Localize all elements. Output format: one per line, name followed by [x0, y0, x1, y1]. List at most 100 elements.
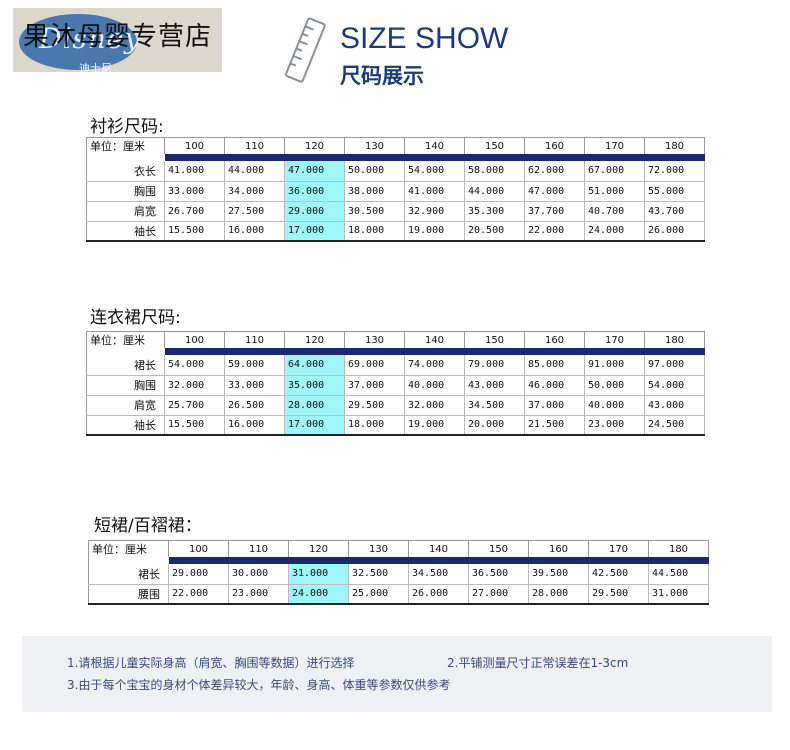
measurement-cell: 16.000 — [224, 415, 285, 436]
size-header-cell: 180 — [644, 137, 705, 154]
size-header-cell: 170 — [588, 540, 649, 557]
measurement-cell: 74.000 — [404, 355, 465, 376]
size-header-cell: 150 — [464, 331, 525, 348]
measurement-cell: 18.000 — [344, 221, 405, 242]
measurement-cell: 30.500 — [344, 201, 405, 222]
measurement-cell: 22.000 — [524, 221, 585, 242]
measurement-cell: 50.000 — [344, 161, 405, 182]
table-row: 袖长 15.500 16.000 17.000 18.000 19.000 20.000 21… — [86, 415, 705, 436]
measurement-cell: 37.700 — [524, 201, 585, 222]
measurement-cell: 29.000 — [168, 564, 229, 585]
row-label: 袖长 — [86, 415, 165, 436]
bar-spacer — [88, 557, 169, 564]
measurement-cell: 28.000 — [528, 584, 589, 605]
unit-label: 单位：厘米 — [86, 137, 165, 154]
measurement-cell: 91.000 — [584, 355, 645, 376]
size-show-subtitle: 尺码展示 — [340, 64, 424, 88]
table-row: 腰围 22.000 23.000 24.000 25.000 26.000 27.000 28… — [88, 584, 709, 605]
measurement-cell: 24.000 — [584, 221, 645, 242]
measurement-cell: 62.000 — [524, 161, 585, 182]
table-row: 裙长 54.000 59.000 64.000 69.000 74.000 79.000 85… — [86, 355, 705, 376]
size-header-cell: 160 — [528, 540, 589, 557]
measurement-cell: 31.000 — [648, 584, 709, 605]
measurement-cell: 30.000 — [228, 564, 289, 585]
dress-size-title: 连衣裙尺码: — [90, 308, 181, 328]
shirt-size-table: 单位：厘米 100 110 120 130 140 150 160 170 180 衣长 41.000… — [86, 137, 705, 242]
size-header-cell: 110 — [224, 137, 285, 154]
size-show-title: SIZE SHOW — [340, 22, 509, 55]
size-header-row: 单位：厘米 100 110 120 130 140 150 160 170 180 — [86, 331, 705, 348]
measurement-cell: 37.000 — [524, 395, 585, 416]
measurement-cell: 72.000 — [644, 161, 705, 182]
bar-spacer — [86, 154, 165, 161]
row-label: 裙长 — [86, 355, 165, 376]
measurement-cell: 29.000 — [284, 201, 345, 222]
measurement-cell: 41.000 — [404, 181, 465, 202]
size-header-cell: 180 — [648, 540, 709, 557]
measurement-cell: 23.000 — [584, 415, 645, 436]
row-label: 胸围 — [86, 375, 165, 396]
size-header-row: 单位：厘米 100 110 120 130 140 150 160 170 180 — [88, 540, 709, 557]
bar-spacer — [86, 348, 165, 355]
size-header-cell: 120 — [284, 137, 345, 154]
measurement-cell: 43.700 — [644, 201, 705, 222]
measurement-cell: 54.000 — [404, 161, 465, 182]
measurement-cell: 47.000 — [524, 181, 585, 202]
navy-bar — [164, 154, 705, 161]
measurement-cell: 44.000 — [224, 161, 285, 182]
row-label: 腰围 — [88, 584, 169, 605]
header-bar-row — [86, 154, 705, 161]
table-row: 肩宽 26.700 27.500 29.000 30.500 32.900 35.300 37… — [86, 201, 705, 222]
measurement-cell: 40.000 — [584, 395, 645, 416]
measurement-cell: 28.000 — [284, 395, 345, 416]
measurement-cell: 37.000 — [344, 375, 405, 396]
measurement-cell: 44.500 — [648, 564, 709, 585]
measurement-cell: 64.000 — [284, 355, 345, 376]
table-row: 肩宽 25.700 26.500 28.000 29.500 32.000 34.500 37… — [86, 395, 705, 416]
measurement-cell: 40.000 — [404, 375, 465, 396]
dress-size-table: 单位：厘米 100 110 120 130 140 150 160 170 180 裙长 54.000… — [86, 331, 705, 436]
measurement-cell: 34.500 — [464, 395, 525, 416]
measurement-cell: 24.000 — [288, 584, 349, 605]
measurement-cell: 43.000 — [464, 375, 525, 396]
size-header-cell: 100 — [168, 540, 229, 557]
table-row: 胸围 33.000 34.000 36.000 38.000 41.000 44.000 47… — [86, 181, 705, 202]
row-label: 肩宽 — [86, 201, 165, 222]
size-header-cell: 170 — [584, 137, 645, 154]
measurement-cell: 32.000 — [164, 375, 225, 396]
measurement-cell: 41.000 — [164, 161, 225, 182]
size-header-cell: 110 — [224, 331, 285, 348]
measurement-cell: 23.000 — [228, 584, 289, 605]
measurement-cell: 34.500 — [408, 564, 469, 585]
header-bar-row — [86, 348, 705, 355]
measurement-cell: 36.500 — [468, 564, 529, 585]
logo-script-text: Disney — [39, 22, 142, 55]
logo-sub-text: 迪士尼 — [79, 62, 112, 72]
table-row: 裙长 29.000 30.000 31.000 32.500 34.500 36.500 39… — [88, 564, 709, 585]
measurement-cell: 35.300 — [464, 201, 525, 222]
measurement-cell: 55.000 — [644, 181, 705, 202]
measurement-cell: 22.000 — [168, 584, 229, 605]
note-1: 1.请根据儿童实际身高（肩宽、胸围等数据）进行选择 — [67, 656, 355, 670]
size-header-cell: 120 — [288, 540, 349, 557]
row-label: 肩宽 — [86, 395, 165, 416]
skirt-size-table: 单位：厘米 100 110 120 130 140 150 160 170 180 裙长 29.000… — [88, 540, 709, 605]
measurement-cell: 38.000 — [344, 181, 405, 202]
size-header-cell: 130 — [344, 137, 405, 154]
navy-bar — [164, 348, 705, 355]
measurement-cell: 69.000 — [344, 355, 405, 376]
note-2: 2.平铺测量尺寸正常误差在1-3cm — [447, 656, 629, 670]
measurement-cell: 26.000 — [408, 584, 469, 605]
measurement-cell: 51.000 — [584, 181, 645, 202]
measurement-cell: 21.500 — [524, 415, 585, 436]
measurement-cell: 25.700 — [164, 395, 225, 416]
measurement-cell: 26.500 — [224, 395, 285, 416]
measurement-cell: 46.000 — [524, 375, 585, 396]
table-row: 胸围 32.000 33.000 35.000 37.000 40.000 43.000 46… — [86, 375, 705, 396]
measurement-cell: 59.000 — [224, 355, 285, 376]
size-header-cell: 130 — [344, 331, 405, 348]
measurement-cell: 15.500 — [164, 221, 225, 242]
size-header-cell: 140 — [408, 540, 469, 557]
measurement-cell: 26.700 — [164, 201, 225, 222]
measurement-cell: 50.000 — [584, 375, 645, 396]
